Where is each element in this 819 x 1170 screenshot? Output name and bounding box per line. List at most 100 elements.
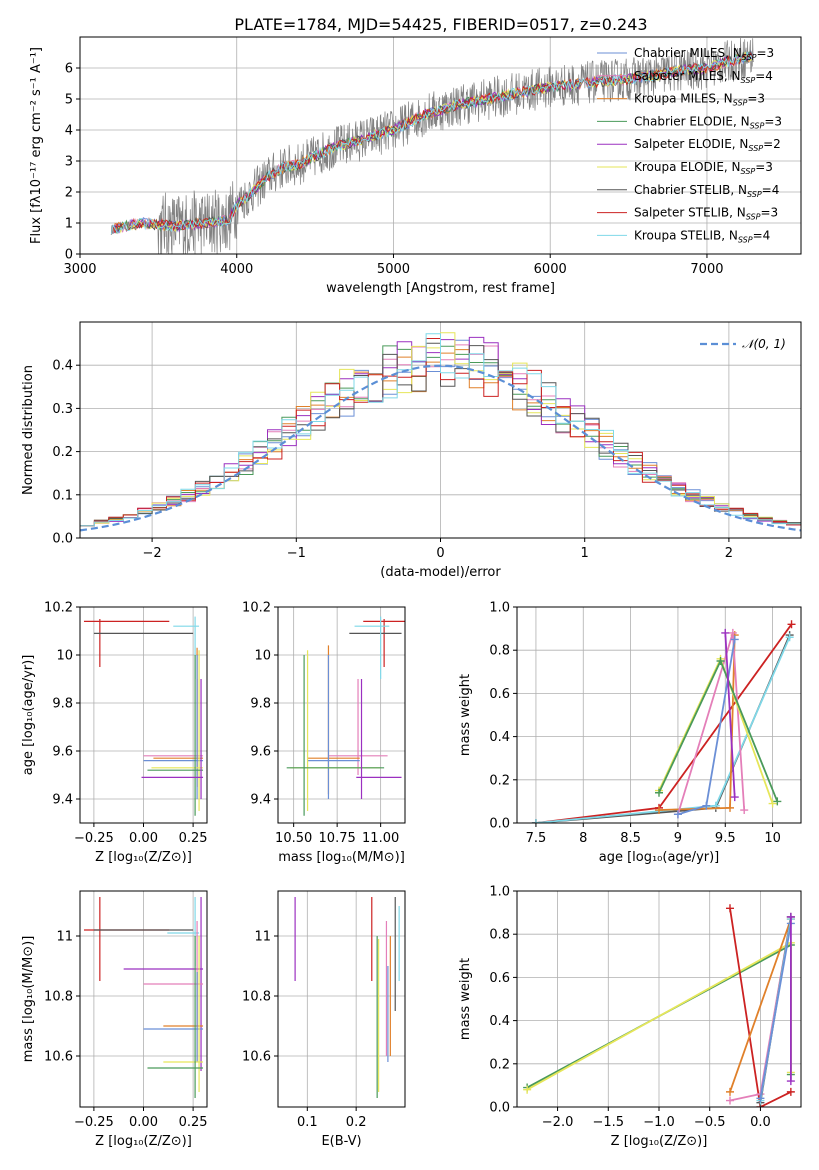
y-tick-label: 0.0 <box>489 1101 510 1116</box>
weight-point-salpeter-elodie <box>721 628 730 637</box>
weight-line-chabrier-stelib <box>535 634 791 823</box>
legend: Chabrier MILES, NSSP=3 Salpeter MILES, NS… <box>597 46 782 244</box>
y-tick-label: 6 <box>65 62 73 77</box>
y-tick-label: 10.2 <box>242 601 271 616</box>
y-tick-label: 0.8 <box>489 644 510 659</box>
histogram-kroupa-stelib <box>80 333 801 527</box>
grid <box>80 606 207 823</box>
axes-frame <box>516 890 802 1108</box>
y-tick-label: 10 <box>254 649 271 664</box>
legend-salpeter-elodie-label: Salpeter ELODIE, NSSP=2 <box>634 137 781 153</box>
y-tick-label: 0.4 <box>489 1014 510 1029</box>
grid <box>517 890 801 1108</box>
x-tick-label: 0.00 <box>129 1115 158 1130</box>
x-tick-label: 9 <box>674 831 682 846</box>
weight-point-kroupa-elodie <box>523 1085 532 1094</box>
x-tick-label: −2.0 <box>542 1115 574 1130</box>
model-line-kroupa-stelib <box>110 51 754 235</box>
histogram-chabrier-stelib <box>80 342 801 527</box>
axes-frame <box>277 890 406 1108</box>
mass-weight-vs-metallicity-panel: −2.0 −1.5 −1.0 −0.5 0.0 0.0 0.2 0.4 0.6 0.8 1.0 Z [… <box>458 885 802 1149</box>
weight-line-kroupa-stelib <box>535 636 791 823</box>
x-tick-label: 0.1 <box>297 1115 318 1130</box>
weight-line-kroupa-miles <box>729 918 792 1093</box>
x-tick-label: 1 <box>581 546 589 561</box>
age-vs-mass-panel: 10.50 10.75 11.00 9.4 9.6 9.8 10 10.2 mass [log₁… <box>242 601 406 865</box>
axes-frame <box>79 321 802 539</box>
y-tick-label: 0.0 <box>489 817 510 832</box>
y-tick-label: 10.2 <box>44 601 73 616</box>
weight-point-kroupa-stelib <box>531 819 540 823</box>
x-tick-label: 11.00 <box>362 831 399 846</box>
plot-area <box>523 904 795 1107</box>
x-tick-label: 6000 <box>534 262 567 277</box>
x-axis-label: Z [log₁₀(Z/Z⊙)] <box>95 850 192 865</box>
y-tick-label: 3 <box>65 155 73 170</box>
x-tick-label: 8 <box>579 831 587 846</box>
y-axis-label: mass [log₁₀(M/M⊙)] <box>21 936 36 1063</box>
x-tick-label: 0 <box>436 546 444 561</box>
weight-point-chabrier-miles <box>673 810 682 819</box>
age-vs-metallicity-panel: −0.25 0.00 0.25 9.4 9.6 9.8 10 10.2 Z [log₁₀(Z/Z… <box>21 601 208 866</box>
y-tick-label: 0.8 <box>489 928 510 943</box>
weight-line-kroupa-elodie <box>658 656 774 804</box>
y-tick-label: 0.0 <box>52 532 73 547</box>
x-axis-label: age [log₁₀(age/yr)] <box>599 850 720 865</box>
x-axis-label: mass [log₁₀(M/M⊙)] <box>278 850 405 865</box>
mass-vs-reddening-panel: 0.1 0.2 10.6 10.8 11 E(B-V) <box>242 890 406 1149</box>
legend-kroupa-elodie-label: Kroupa ELODIE, NSSP=3 <box>634 160 773 176</box>
weight-point-kroupa-elodie <box>768 799 777 808</box>
weight-point-salpeter-miles <box>726 1096 734 1105</box>
y-tick-label: 10.6 <box>242 1050 271 1065</box>
weight-point-salpeter-stelib <box>786 1087 795 1096</box>
x-tick-label: 8.5 <box>620 831 641 846</box>
y-tick-label: 1.0 <box>489 885 510 900</box>
y-axis-label: mass weight <box>458 958 473 1040</box>
axes-frame <box>79 606 208 824</box>
plot-area <box>294 897 400 1098</box>
y-tick-label: 11 <box>254 930 271 945</box>
legend-normal-label: 𝒩(0, 1) <box>742 337 786 351</box>
grid <box>278 606 405 823</box>
x-tick-label: −0.5 <box>694 1115 726 1130</box>
y-tick-label: 10 <box>56 649 73 664</box>
y-tick-label: 9.8 <box>250 697 271 712</box>
legend-chabrier-stelib-label: Chabrier STELIB, NSSP=4 <box>634 183 779 199</box>
x-tick-label: 0.0 <box>750 1115 771 1130</box>
legend-chabrier-elodie-label: Chabrier ELODIE, NSSP=3 <box>634 114 782 130</box>
mass-vs-metallicity-panel: −0.25 0.00 0.25 10.6 10.8 11 Z [log₁₀(Z/Z⊙)] ma… <box>21 890 208 1149</box>
x-tick-label: 5000 <box>377 262 410 277</box>
y-tick-label: 0.6 <box>489 687 510 702</box>
y-tick-label: 5 <box>65 93 73 108</box>
y-axis-label: Normed distribution <box>21 365 36 495</box>
axes-frame <box>516 606 802 824</box>
y-tick-label: 0.6 <box>489 971 510 986</box>
legend-kroupa-stelib-label: Kroupa STELIB, NSSP=4 <box>634 228 770 244</box>
weight-point-kroupa-miles <box>726 803 734 812</box>
weight-point-chabrier-miles <box>702 801 711 810</box>
y-tick-label: 0.1 <box>52 488 73 503</box>
y-tick-label: 9.6 <box>250 745 271 760</box>
y-tick-label: 0.4 <box>52 359 73 374</box>
x-tick-label: 0.25 <box>179 1115 208 1130</box>
legend-chabrier-miles-label: Chabrier MILES, NSSP=3 <box>634 46 774 62</box>
weight-point-salpeter-miles <box>740 806 749 815</box>
x-axis-label: (data-model)/error <box>380 565 501 580</box>
x-tick-label: −1.5 <box>592 1115 624 1130</box>
x-tick-label: 7.5 <box>526 831 547 846</box>
spectrum-title: PLATE=1784, MJD=54425, FIBERID=0517, z=0… <box>234 15 647 34</box>
y-axis-label: age [log₁₀(age/yr)] <box>21 655 36 776</box>
y-tick-label: 0.2 <box>489 1057 510 1072</box>
weight-point-chabrier-miles <box>730 635 739 644</box>
y-tick-label: 0.3 <box>52 402 73 417</box>
x-tick-label: 10.50 <box>275 831 312 846</box>
x-tick-label: 0.25 <box>179 831 208 846</box>
legend-kroupa-miles-label: Kroupa MILES, NSSP=3 <box>634 92 765 108</box>
weight-line-chabrier-miles <box>759 923 792 1099</box>
legend-salpeter-miles-label: Salpeter MILES, NSSP=4 <box>634 69 773 85</box>
plot-area <box>80 332 801 532</box>
weight-point-salpeter-elodie <box>730 793 739 802</box>
plot-area <box>531 620 796 823</box>
x-tick-label: −0.25 <box>74 831 114 846</box>
